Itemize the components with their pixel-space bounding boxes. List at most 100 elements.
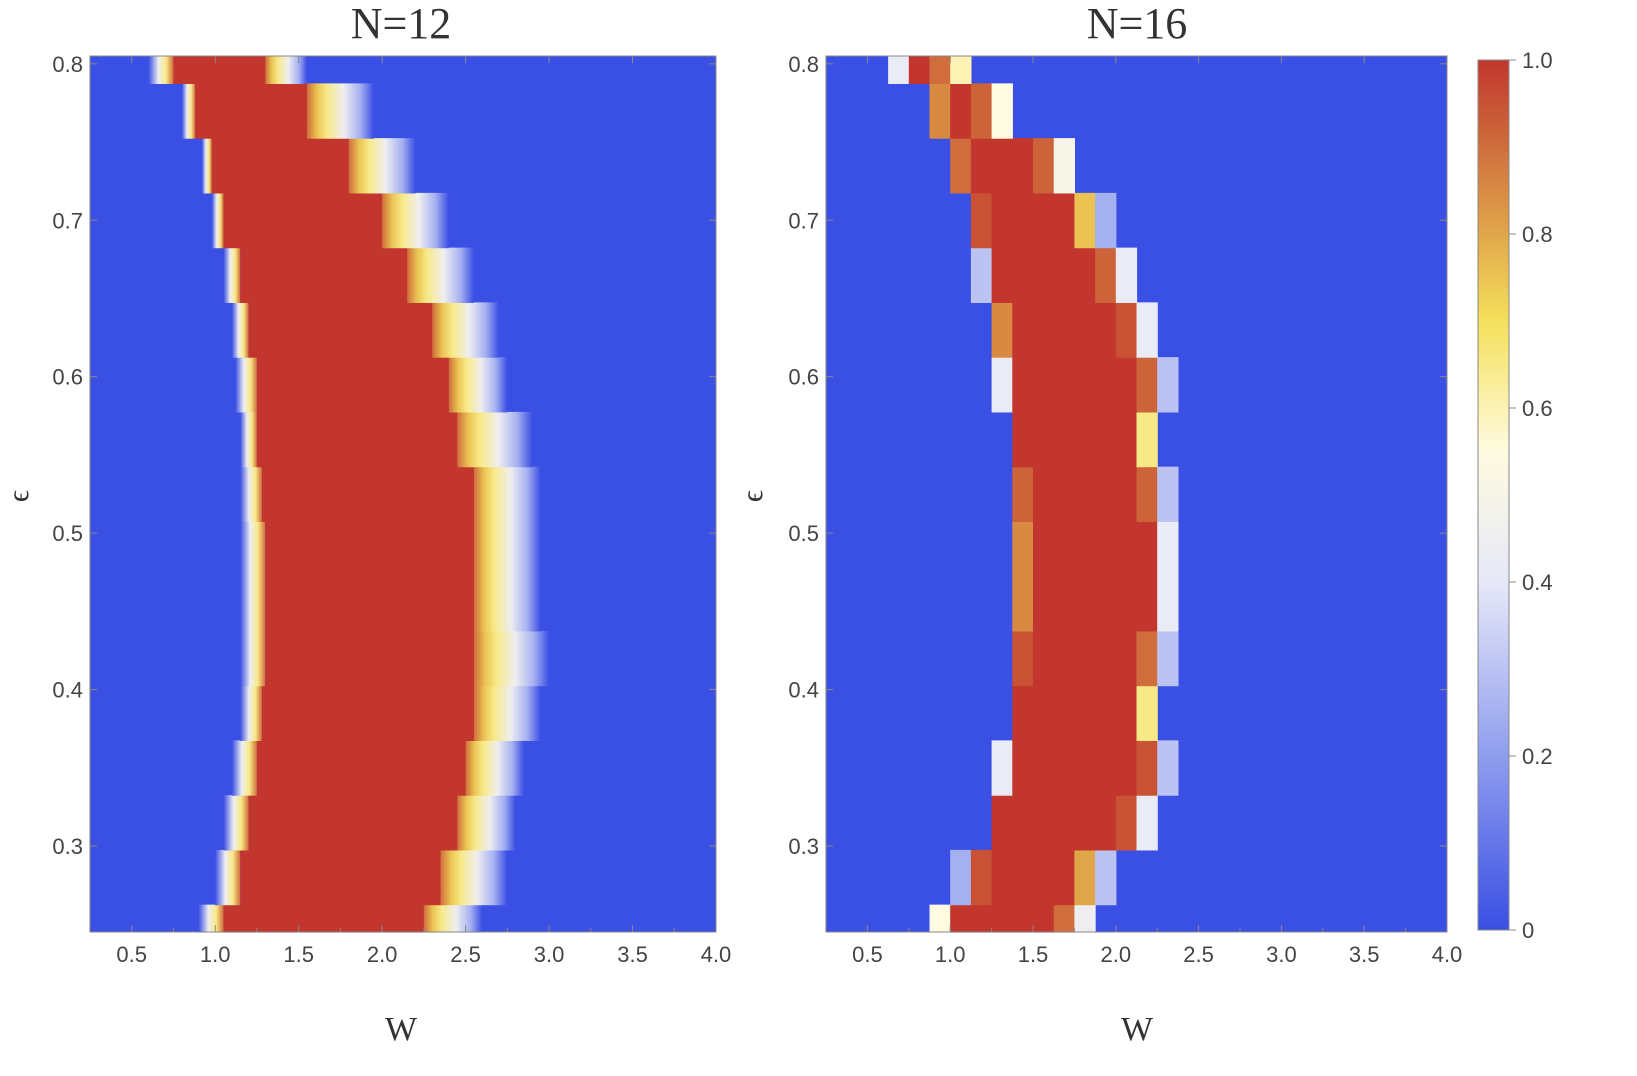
heatmap-cell bbox=[1012, 795, 1034, 851]
heatmap-cell bbox=[929, 56, 951, 84]
heatmap-cell bbox=[1095, 466, 1117, 522]
heatmap-cell bbox=[908, 56, 931, 84]
chart-title: N=12 bbox=[351, 0, 452, 48]
x-tick-label: 1.0 bbox=[200, 942, 231, 967]
heatmap-edge-left bbox=[223, 795, 249, 851]
heatmap-cell bbox=[1033, 466, 1055, 522]
plot-frame bbox=[89, 55, 717, 933]
heatmap-band bbox=[173, 56, 266, 84]
heatmap-cell bbox=[1053, 576, 1075, 632]
x-tick-label: 1.0 bbox=[935, 942, 966, 967]
heatmap-cell bbox=[1033, 740, 1055, 796]
colorbar-gradient bbox=[1477, 59, 1510, 931]
heatmap-edge-right bbox=[407, 247, 474, 303]
heatmap-cell bbox=[1136, 466, 1158, 522]
heatmap-cell bbox=[1033, 138, 1055, 194]
colorbar-tick-label: 0 bbox=[1522, 918, 1534, 943]
x-tick-label: 3.5 bbox=[617, 942, 648, 967]
heatmap-edge-left bbox=[181, 83, 196, 139]
heatmap-cell bbox=[1095, 630, 1117, 687]
heatmap-cell bbox=[1157, 521, 1179, 577]
heatmap-cell bbox=[1053, 904, 1075, 933]
heatmap-cell bbox=[1074, 576, 1096, 632]
heatmap-cell bbox=[1053, 192, 1075, 249]
heatmap-cell bbox=[1074, 630, 1096, 687]
heatmap-edge-right bbox=[382, 192, 449, 249]
heatmap-cell bbox=[1095, 357, 1117, 413]
heatmap-cell bbox=[1095, 302, 1117, 358]
heatmap-cell bbox=[1136, 740, 1158, 796]
heatmap-edge-right bbox=[473, 521, 541, 577]
x-tick-label: 3.0 bbox=[1266, 942, 1297, 967]
heatmap-cell bbox=[1115, 521, 1138, 577]
heatmap-edge-left bbox=[240, 576, 266, 632]
heatmap-band bbox=[223, 904, 425, 933]
y-tick-label: 0.4 bbox=[52, 678, 83, 703]
heatmap-cell bbox=[1053, 685, 1075, 741]
heatmap-edge-left bbox=[198, 904, 224, 933]
heatmap-cell bbox=[1053, 302, 1075, 358]
y-tick-label: 0.6 bbox=[788, 365, 819, 390]
heatmap-cell bbox=[950, 138, 972, 194]
heatmap-cell bbox=[1012, 466, 1034, 522]
heatmap-band bbox=[223, 192, 383, 249]
heatmap-cell bbox=[1012, 138, 1034, 194]
heatmap-cell bbox=[1115, 247, 1138, 303]
heatmap-band bbox=[265, 521, 475, 577]
y-tick-label: 0.4 bbox=[788, 678, 819, 703]
heatmap-cell bbox=[1115, 630, 1138, 687]
heatmap-band bbox=[256, 357, 450, 413]
colorbar-tick-label: 0.4 bbox=[1522, 570, 1553, 595]
heatmap-cell bbox=[991, 904, 1013, 933]
heatmap-edge-right bbox=[265, 56, 308, 84]
heatmap-edge-left bbox=[240, 521, 266, 577]
x-tick-label: 1.5 bbox=[1018, 942, 1049, 967]
heatmap-edge-left bbox=[240, 685, 262, 741]
heatmap-cell bbox=[1095, 795, 1117, 851]
heatmap-edge-right bbox=[465, 740, 525, 796]
heatmap-edge-left bbox=[148, 56, 174, 84]
y-tick-label: 0.5 bbox=[788, 521, 819, 546]
heatmap-cell bbox=[1033, 904, 1055, 933]
heatmap-cell bbox=[1053, 247, 1075, 303]
heatmap-cell bbox=[1115, 411, 1138, 468]
heatmap-edge-left bbox=[201, 138, 212, 194]
heatmap-cell bbox=[1074, 849, 1096, 906]
heatmap-band bbox=[248, 795, 458, 851]
heatmap-cell bbox=[1115, 685, 1138, 741]
heatmap-cell bbox=[970, 83, 993, 139]
heatmap-cell bbox=[1136, 411, 1158, 468]
y-axis-label: ϵ bbox=[736, 490, 769, 502]
heatmap-cell bbox=[1053, 466, 1075, 522]
y-tick-label: 0.8 bbox=[52, 52, 83, 77]
x-tick-label: 3.5 bbox=[1349, 942, 1380, 967]
y-tick-label: 0.7 bbox=[52, 208, 83, 233]
x-axis-label: W bbox=[1121, 1011, 1154, 1048]
heatmap-cell bbox=[1115, 576, 1138, 632]
heatmap-cell bbox=[1095, 192, 1117, 249]
heatmap-cell bbox=[1033, 247, 1055, 303]
chart-title: N=16 bbox=[1087, 0, 1188, 48]
heatmap-cell bbox=[888, 56, 910, 84]
heatmap-cell bbox=[1012, 247, 1034, 303]
heatmap-cell bbox=[1012, 411, 1034, 468]
heatmap-cell bbox=[1074, 795, 1096, 851]
heatmap-cell bbox=[1136, 795, 1158, 851]
heatmap-edge-right bbox=[473, 630, 550, 687]
heatmap-cell bbox=[950, 904, 972, 933]
heatmap-cell bbox=[991, 849, 1013, 906]
heatmap-edge-left bbox=[223, 247, 241, 303]
heatmap-edge-right bbox=[457, 795, 516, 851]
heatmap-cell bbox=[1033, 357, 1055, 413]
heatmap-cell bbox=[1053, 849, 1075, 906]
heatmap-n12: N=12 0.5 1.0 1.5 2.0 2.5 3.0 3.5 4.0 0.3 0.4 0.5 0.… bbox=[2, 0, 731, 1048]
heatmap-cell bbox=[991, 83, 1013, 139]
heatmap-cell bbox=[1136, 630, 1158, 687]
heatmap-cell bbox=[1053, 411, 1075, 468]
heatmap-cell bbox=[1033, 849, 1055, 906]
heatmap-band bbox=[265, 576, 475, 632]
heatmap-cell bbox=[1074, 740, 1096, 796]
heatmap-cell bbox=[1157, 466, 1179, 522]
heatmap-cell bbox=[970, 849, 993, 906]
